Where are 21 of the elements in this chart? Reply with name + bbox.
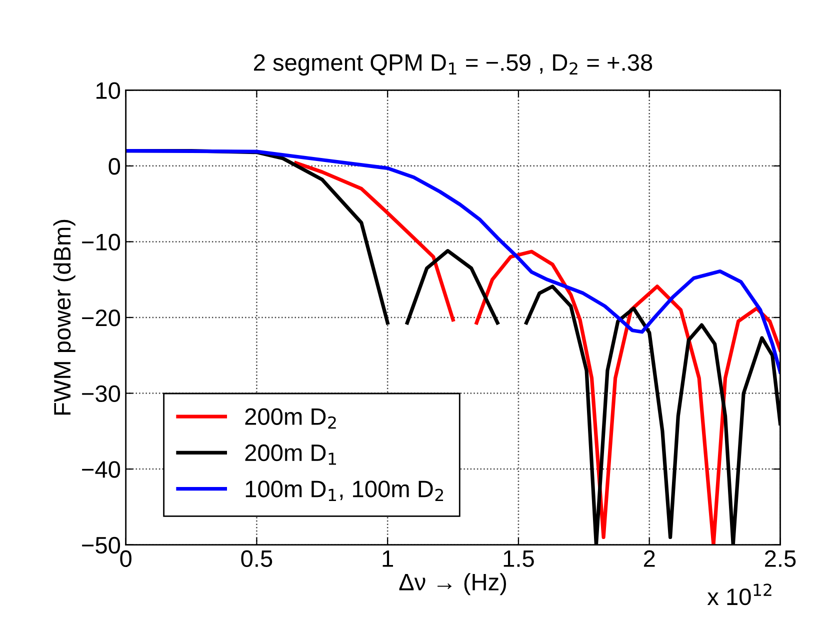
y-tick-label: 0	[108, 158, 120, 175]
x-tick-label: 2	[644, 550, 655, 567]
chart-title: 2 segment QPM D$_{1}$ = −.59 , D$_{2}$ = +.38	[254, 54, 652, 76]
legend-label: 100m D$_{1}$, 100m D$_{2}$	[246, 480, 444, 501]
text: x 10$^{12}$	[707, 584, 772, 606]
y-tick-label: −10	[82, 234, 120, 250]
y-axis-title: FWM power (dBm)	[53, 220, 76, 415]
y-tick-label: −40	[82, 461, 120, 478]
x-tick-label: 2.5	[765, 550, 796, 568]
x-tick-label: 1.5	[504, 550, 534, 568]
x-tick-label: 0.5	[241, 550, 272, 568]
y-tick-label: −30	[82, 385, 120, 402]
legend-label: 200m D$_{2}$	[245, 408, 336, 429]
y-tick-label: −20	[82, 310, 120, 326]
x-tick-label: 1	[382, 550, 393, 567]
line-series	[126, 148, 780, 374]
x-axis-title: Δν → (Hz)	[399, 573, 506, 596]
x-tick-label: 0	[120, 550, 132, 568]
y-tick-label: −50	[82, 536, 120, 554]
legend-label: 200m D$_{1}$	[245, 444, 336, 465]
y-tick-label: 10	[96, 82, 120, 99]
